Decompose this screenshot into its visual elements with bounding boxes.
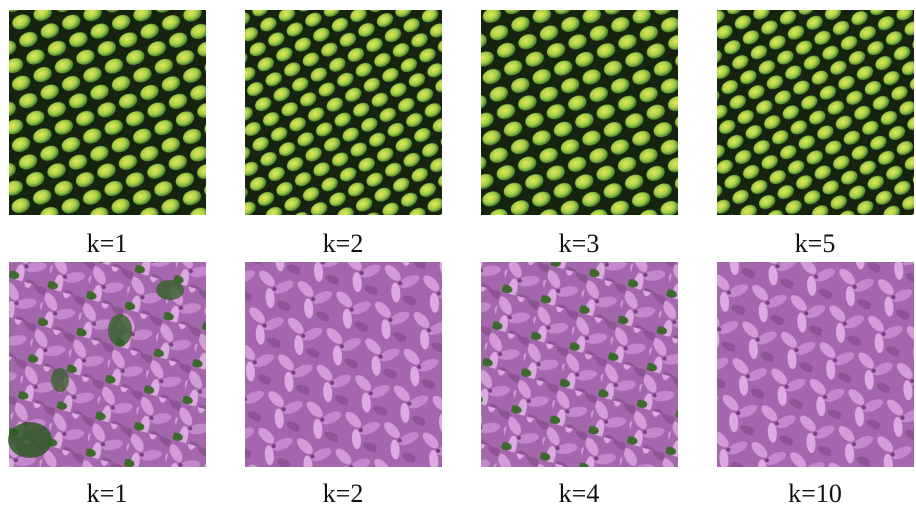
green-patches bbox=[8, 280, 184, 458]
texture-image bbox=[481, 10, 678, 215]
caption: k=1 bbox=[87, 479, 128, 507]
patch bbox=[51, 368, 69, 392]
texture-image bbox=[9, 10, 206, 215]
caption: k=5 bbox=[795, 229, 836, 258]
row-1-images bbox=[8, 262, 914, 467]
patch bbox=[8, 422, 52, 458]
caption: k=10 bbox=[788, 479, 842, 507]
caption: k=2 bbox=[323, 229, 364, 258]
labels: k=1 k=2 k=3 k=5 k=1 k=2 k=4 k=10 bbox=[87, 229, 842, 507]
texture-image bbox=[717, 262, 914, 467]
caption: k=1 bbox=[87, 229, 128, 258]
patch bbox=[108, 314, 132, 346]
texture-image bbox=[245, 262, 442, 467]
caption: k=3 bbox=[559, 229, 600, 258]
caption: k=4 bbox=[559, 479, 600, 507]
texture-image bbox=[717, 10, 914, 215]
row-0-images bbox=[9, 10, 914, 215]
texture-image bbox=[481, 262, 678, 467]
patch bbox=[156, 280, 184, 300]
caption: k=2 bbox=[323, 479, 364, 507]
texture-image bbox=[245, 10, 442, 215]
